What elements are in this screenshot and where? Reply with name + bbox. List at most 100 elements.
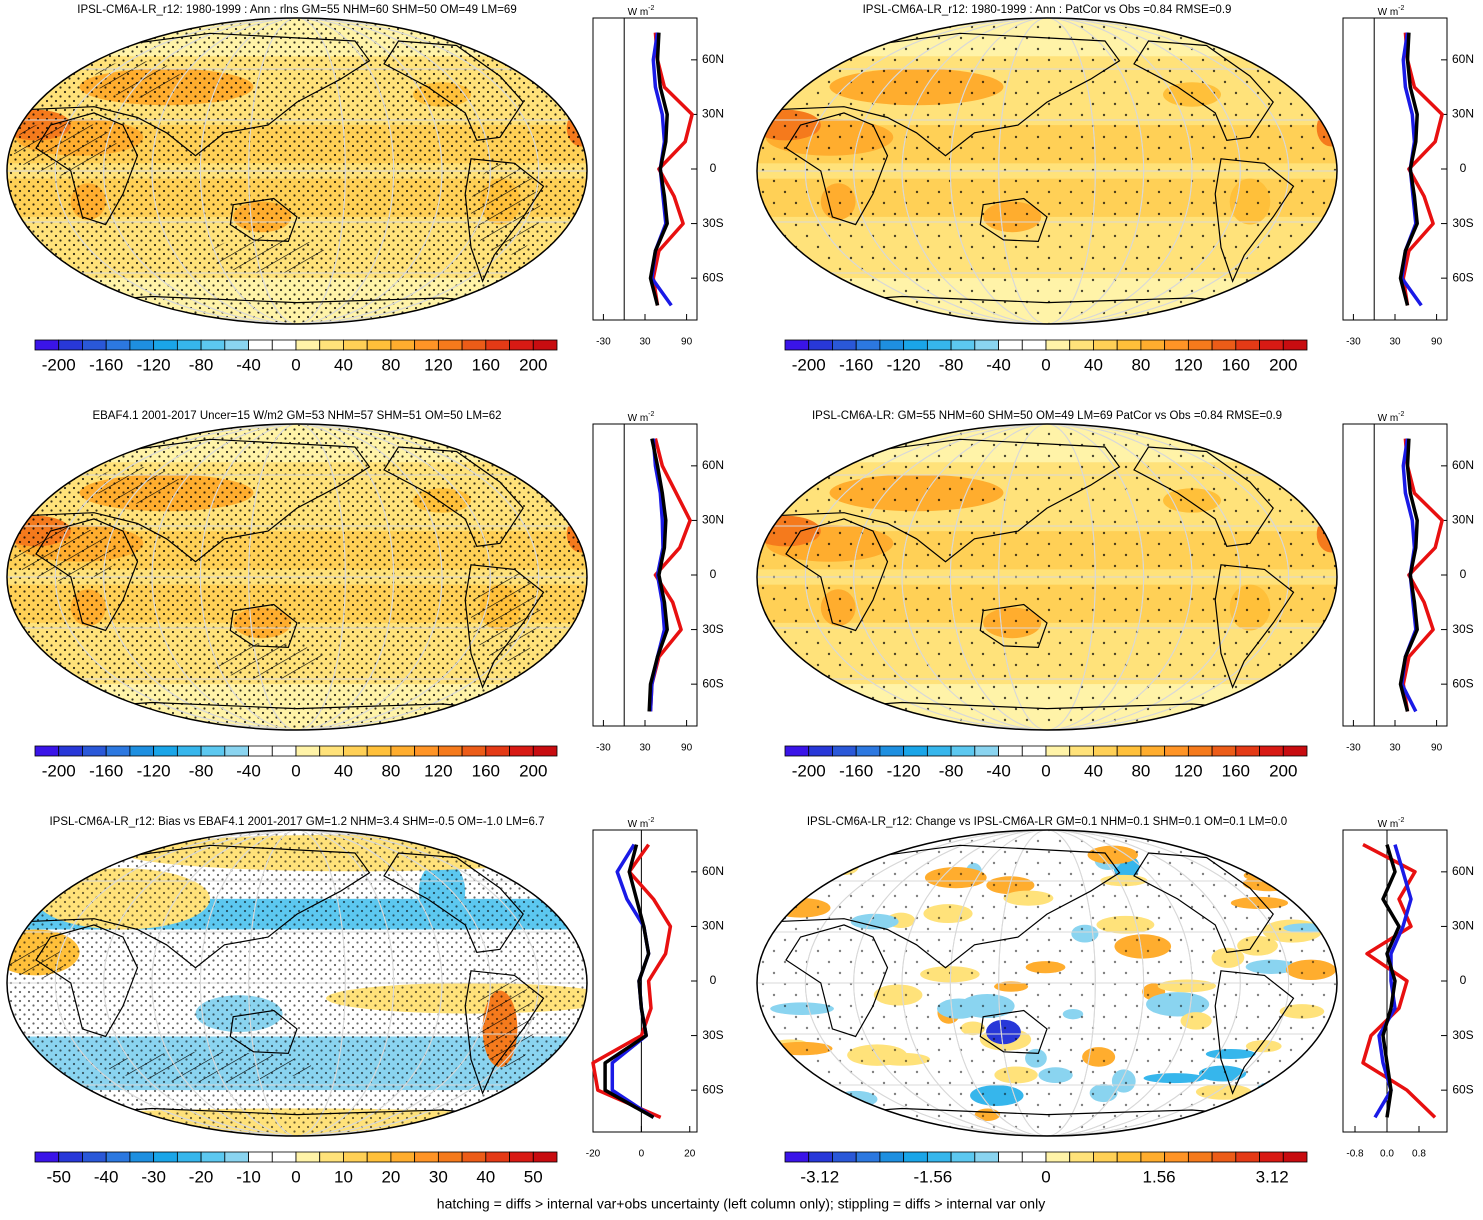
coastline: [464, 158, 545, 283]
coastline: [229, 603, 298, 649]
colorbar-label: -50: [46, 1167, 71, 1186]
colorbar-label: -40: [236, 761, 261, 780]
x-tick-label: 0.0: [1380, 1149, 1394, 1160]
colorbar-label: 40: [334, 355, 353, 374]
zonal-line: [1398, 32, 1419, 306]
y-tick-label: 60S: [1452, 270, 1473, 284]
coastline: [229, 1009, 298, 1055]
colorbar-box: [1282, 339, 1308, 351]
colorbar-label: -40: [94, 1167, 119, 1186]
unit-text: W m: [1378, 7, 1399, 18]
unit-sup: -2: [648, 817, 654, 824]
y-tick-label: 60S: [702, 270, 723, 284]
colorbar-box: [414, 1151, 439, 1163]
colorbar-label: -1.56: [914, 1167, 953, 1186]
map-blob: [108, 1051, 312, 1083]
colorbar-label: -30: [141, 1167, 166, 1186]
x-tick-label: 0.8: [1412, 1149, 1426, 1160]
colorbar-box: [903, 339, 928, 351]
coastline: [979, 1009, 1048, 1055]
colorbar-box: [1187, 1151, 1213, 1163]
colorbar-box: [1140, 1151, 1166, 1163]
map-blob: [1260, 1093, 1309, 1118]
y-tick-label: 30N: [702, 919, 724, 933]
coastline: [770, 32, 1121, 157]
meridian: [199, 830, 395, 1136]
colorbar-box: [176, 1151, 202, 1163]
colorbar-box: [855, 745, 881, 757]
colorbar-box: [879, 339, 905, 351]
colorbar-box: [509, 1151, 534, 1163]
colorbar-box: [437, 745, 463, 757]
panel-title: IPSL-CM6A-LR_r12: 1980-1999 : Ann : PatC…: [863, 4, 1232, 16]
colorbar-box: [58, 745, 83, 757]
colorbar-box: [82, 339, 107, 351]
colorbar-label: 0: [1041, 355, 1050, 374]
colorbar-label: 80: [1131, 761, 1150, 780]
colorbar-box: [34, 745, 60, 757]
coastline: [383, 446, 524, 548]
meridian: [901, 424, 1193, 730]
map-border: [6, 829, 588, 1137]
colorbar-box: [1116, 339, 1142, 351]
colorbar-box: [532, 339, 558, 351]
map-blob: [757, 858, 783, 876]
colorbar-label: 160: [472, 355, 500, 374]
x-tick-label: 90: [681, 337, 693, 348]
meridian: [103, 18, 491, 324]
colorbar-box: [461, 1151, 487, 1163]
map-blob: [757, 1045, 787, 1059]
colorbar-box: [1259, 1151, 1284, 1163]
colorbar-box: [1211, 745, 1237, 757]
colorbar-label: -200: [792, 761, 826, 780]
colorbar-box: [129, 745, 155, 757]
side-frame: [1342, 17, 1448, 321]
colorbar-box: [366, 1151, 392, 1163]
colorbar-box: [200, 745, 226, 757]
meridian: [54, 424, 540, 730]
coastline: [1214, 970, 1295, 1095]
y-tick-label: 0: [1460, 161, 1467, 175]
coastline: [770, 844, 1121, 969]
meridian: [804, 830, 1290, 1136]
colorbar-label: 160: [472, 761, 500, 780]
colorbar-label: -120: [887, 761, 921, 780]
map-blob: [1255, 1096, 1310, 1116]
colorbar-box: [366, 745, 392, 757]
colorbar-box: [58, 1151, 83, 1163]
colorbar-box: [808, 339, 833, 351]
colorbar-box: [1187, 745, 1213, 757]
colorbar-box: [1069, 339, 1094, 351]
colorbar-label: 0: [291, 1167, 300, 1186]
unit-sup: -2: [648, 5, 654, 12]
colorbar-box: [1021, 1151, 1047, 1163]
colorbar-label: -80: [189, 355, 214, 374]
unit-text: W m: [628, 7, 649, 18]
panel-title: IPSL-CM6A-LR: GM=55 NHM=60 SHM=50 OM=49 …: [812, 410, 1282, 422]
colorbar-box: [485, 745, 510, 757]
panel: IPSL-CM6A-LR_r12: 1980-1999 : Ann : rlns…: [6, 4, 724, 374]
meridian: [901, 830, 1193, 1136]
colorbar-label: 3.12: [1256, 1167, 1289, 1186]
colorbar-box: [1282, 745, 1308, 757]
coastline: [1133, 40, 1274, 142]
coastline: [464, 970, 545, 1095]
colorbar-box: [998, 745, 1023, 757]
colorbar-box: [176, 745, 202, 757]
side-frame: [592, 829, 698, 1133]
colorbar-box: [1235, 745, 1260, 757]
colorbar-box: [532, 745, 558, 757]
colorbar-box: [950, 339, 976, 351]
colorbar-box: [855, 1151, 881, 1163]
y-tick-label: 60S: [1452, 676, 1473, 690]
colorbar-box: [1187, 339, 1213, 351]
side-unit: W m-2: [628, 5, 655, 18]
side-unit: W m-2: [1378, 817, 1405, 830]
colorbar-box: [105, 745, 131, 757]
colorbar-box: [808, 1151, 833, 1163]
meridian: [949, 830, 1145, 1136]
y-tick-label: 60N: [702, 52, 724, 66]
coastline: [464, 564, 545, 689]
colorbar-label: 0: [291, 355, 300, 374]
